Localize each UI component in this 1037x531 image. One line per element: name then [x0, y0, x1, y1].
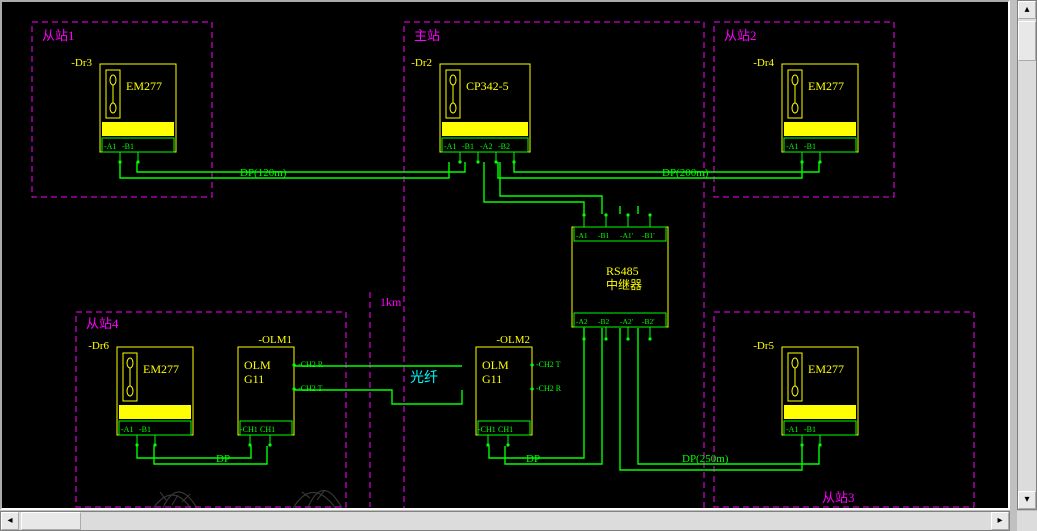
svg-text:-B2': -B2'	[642, 317, 655, 326]
svg-text:DP: DP	[526, 453, 540, 465]
svg-text:-Dr5: -Dr5	[753, 340, 774, 352]
bamboo-deco-icon	[282, 470, 362, 510]
svg-text:网络总线连接器: 网络总线连接器	[450, 123, 520, 136]
scroll-thumb-v[interactable]	[1018, 21, 1036, 61]
svg-text:CP342-5: CP342-5	[466, 79, 509, 93]
svg-text:DP(200m): DP(200m)	[662, 167, 709, 179]
svg-text:-CH2 T: -CH2 T	[536, 360, 561, 369]
scroll-left-button[interactable]: ◂	[1, 512, 19, 530]
svg-text:-Dr2: -Dr2	[411, 57, 432, 69]
horizontal-scrollbar[interactable]: ◂ ▸	[0, 511, 1010, 531]
svg-text:-B1: -B1	[122, 142, 134, 151]
svg-text:网络总线连接器: 网络总线连接器	[103, 123, 173, 136]
bamboo-deco-icon	[142, 470, 222, 510]
scroll-down-button[interactable]: ▾	[1018, 491, 1036, 509]
svg-text:-CH1: -CH1	[240, 425, 258, 434]
svg-text:G11: G11	[482, 372, 502, 386]
svg-text:-CH1: -CH1	[478, 425, 496, 434]
svg-text:光纤: 光纤	[410, 370, 438, 386]
scrollbar-corner	[1017, 511, 1037, 531]
svg-text:OLM: OLM	[244, 358, 271, 372]
svg-text:1km: 1km	[380, 295, 402, 309]
svg-text:-A1: -A1	[786, 142, 798, 151]
svg-text:-A2: -A2	[576, 317, 588, 326]
svg-text:-B1: -B1	[598, 231, 610, 240]
schematic-svg: 从站1 主站 从站2 从站4 从站3 1km 网络总线连接器 -Dr3 EM277 -A1 -B1 网…	[2, 2, 1010, 510]
svg-text:-B2: -B2	[498, 142, 510, 151]
svg-text:EM277: EM277	[808, 362, 844, 376]
svg-text:DP(120m): DP(120m)	[240, 167, 287, 179]
svg-text:从站1: 从站1	[42, 28, 75, 43]
svg-text:-B2: -B2	[598, 317, 610, 326]
svg-text:从站3: 从站3	[822, 490, 855, 505]
svg-text:OLM: OLM	[482, 358, 509, 372]
svg-text:-CH2 T: -CH2 T	[298, 384, 323, 393]
svg-text:网络总线连接器: 网络总线连接器	[785, 123, 855, 136]
svg-text:-A1: -A1	[121, 425, 133, 434]
svg-text:-A1: -A1	[786, 425, 798, 434]
scroll-thumb-h[interactable]	[21, 512, 81, 530]
svg-text:从站2: 从站2	[724, 28, 757, 43]
svg-text:-A1': -A1'	[620, 231, 634, 240]
svg-text:EM277: EM277	[126, 79, 162, 93]
svg-text:-Dr6: -Dr6	[88, 340, 109, 352]
svg-text:-A2': -A2'	[620, 317, 634, 326]
svg-text:RS485: RS485	[606, 264, 639, 278]
svg-text:-Dr3: -Dr3	[71, 57, 92, 69]
svg-text:-OLM1: -OLM1	[258, 334, 292, 346]
svg-text:DP: DP	[216, 453, 230, 465]
svg-text:-OLM2: -OLM2	[496, 334, 530, 346]
scroll-up-button[interactable]: ▴	[1018, 1, 1036, 19]
scroll-right-button[interactable]: ▸	[991, 512, 1009, 530]
vertical-scrollbar[interactable]: ▴ ▾	[1017, 0, 1037, 510]
svg-text:CH1: CH1	[498, 425, 513, 434]
svg-text:-CH2 R: -CH2 R	[298, 360, 324, 369]
svg-text:-A1: -A1	[444, 142, 456, 151]
svg-text:-A2: -A2	[480, 142, 492, 151]
svg-text:网络总线连接器: 网络总线连接器	[785, 406, 855, 419]
cad-viewport: 从站1 主站 从站2 从站4 从站3 1km 网络总线连接器 -Dr3 EM277 -A1 -B1 网…	[0, 0, 1037, 531]
drawing-canvas[interactable]: 从站1 主站 从站2 从站4 从站3 1km 网络总线连接器 -Dr3 EM277 -A1 -B1 网…	[0, 0, 1010, 510]
svg-text:主站: 主站	[414, 28, 440, 43]
svg-text:-A1: -A1	[104, 142, 116, 151]
svg-text:-B1: -B1	[139, 425, 151, 434]
svg-text:G11: G11	[244, 372, 264, 386]
svg-text:DP(250m): DP(250m)	[682, 453, 729, 465]
svg-text:-B1': -B1'	[642, 231, 655, 240]
svg-text:EM277: EM277	[808, 79, 844, 93]
svg-text:中继器: 中继器	[606, 277, 642, 292]
svg-text:-Dr4: -Dr4	[753, 57, 774, 69]
svg-text:EM277: EM277	[143, 362, 179, 376]
svg-text:-B1: -B1	[462, 142, 474, 151]
svg-text:从站4: 从站4	[86, 316, 119, 331]
svg-text:-A1: -A1	[576, 231, 588, 240]
svg-text:网络总线连接器: 网络总线连接器	[120, 406, 190, 419]
svg-text:-B1: -B1	[804, 142, 816, 151]
svg-text:CH1: CH1	[260, 425, 275, 434]
svg-text:-B1: -B1	[804, 425, 816, 434]
svg-text:-CH2 R: -CH2 R	[536, 384, 562, 393]
